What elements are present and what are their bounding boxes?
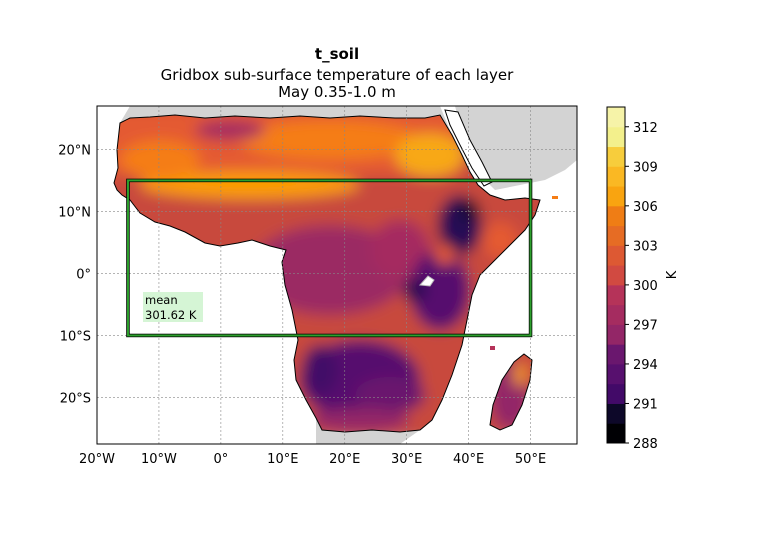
colorbar-frame: [606, 106, 626, 444]
lon-tick-label: 40°E: [453, 452, 484, 467]
comoros-island: [490, 346, 495, 350]
chart-subtitle: Gridbox sub-surface temperature of each …: [80, 67, 594, 101]
mean-label-name: mean: [145, 293, 178, 307]
chart-title: t_soil: [314, 45, 360, 63]
colorbar-level: [607, 186, 625, 207]
lat-tick-label: 20°N: [58, 143, 91, 158]
colorbar-level: [607, 225, 625, 246]
colorbar-level: [607, 107, 625, 128]
lon-tick-label: 30°E: [391, 452, 422, 467]
colorbar-tick-label: 291: [633, 397, 658, 412]
lon-tick-label: 0°: [213, 452, 228, 467]
lon-tick-label: 10°E: [267, 452, 298, 467]
lat-tick-label: 0°: [76, 267, 91, 282]
colorbar-ticks: 312 309 306 303 300 297 294 291 288: [625, 121, 658, 452]
africa-coastline: [113, 114, 541, 433]
latitude-tick-labels: 20°N 10°N 0° 10°S 20°S: [58, 143, 91, 406]
lat-tick-label: 10°S: [60, 329, 91, 344]
colorbar-level: [607, 324, 625, 345]
lon-tick-label: 50°E: [515, 452, 546, 467]
socotra-island: [552, 196, 558, 199]
colorbar-tick-label: 294: [633, 358, 658, 373]
lon-tick-label: 20°W: [79, 452, 115, 467]
subtitle-line-1: Gridbox sub-surface temperature of each …: [160, 66, 514, 84]
mean-label-value: 301.62 K: [145, 308, 197, 322]
colorbar-level: [607, 284, 625, 306]
region-box-outline: [126, 179, 532, 337]
lake-victoria: [418, 275, 435, 287]
colorbar-level: [607, 146, 625, 167]
colorbar-level: [607, 304, 625, 325]
colorbar-tick-label: 309: [633, 160, 658, 175]
colorbar-level: [607, 383, 625, 404]
colorbar-level: [607, 363, 625, 385]
lat-tick-label: 10°N: [58, 205, 91, 220]
colorbar-level: [607, 403, 625, 424]
colorbar-tick-label: 306: [633, 200, 658, 215]
colorbar-level: [607, 126, 625, 148]
colorbar-level: [607, 205, 625, 227]
colorbar-tick-label: 288: [633, 437, 658, 452]
colorbar-level: [607, 265, 625, 286]
lon-tick-label: 20°E: [329, 452, 360, 467]
gridlines: [97, 106, 577, 444]
colorbar-tick-label: 303: [633, 239, 658, 254]
lon-tick-label: 10°W: [141, 452, 177, 467]
map-frame: [96, 105, 578, 445]
mean-label-background: [143, 292, 203, 322]
longitude-tick-labels: 20°W 10°W 0° 10°E 20°E 30°E 40°E 50°E: [79, 452, 546, 467]
madagascar-coastline: [489, 353, 533, 431]
subtitle-line-2: May 0.35-1.0 m: [278, 83, 396, 101]
colorbar-level: [607, 344, 625, 365]
colorbar: [607, 107, 625, 444]
colorbar-label: K: [665, 270, 680, 279]
colorbar-level: [607, 166, 625, 187]
colorbar-tick-label: 297: [633, 318, 658, 333]
colorbar-tick-label: 312: [633, 121, 658, 136]
colorbar-level: [607, 423, 625, 444]
lat-tick-label: 20°S: [60, 391, 91, 406]
colorbar-tick-label: 300: [633, 279, 658, 294]
colorbar-level: [607, 245, 625, 266]
